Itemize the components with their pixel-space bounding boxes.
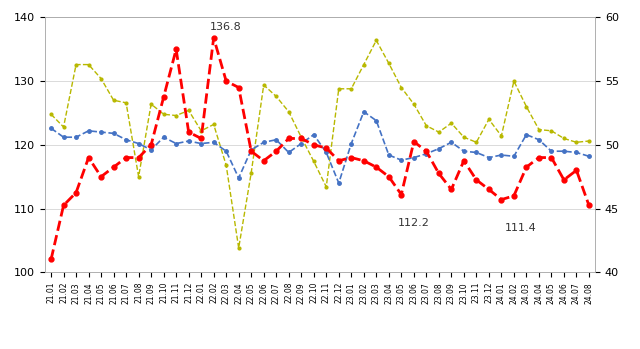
Text: 111.4: 111.4: [505, 223, 537, 233]
Text: 136.8: 136.8: [210, 22, 242, 32]
Text: 112.2: 112.2: [397, 218, 429, 228]
